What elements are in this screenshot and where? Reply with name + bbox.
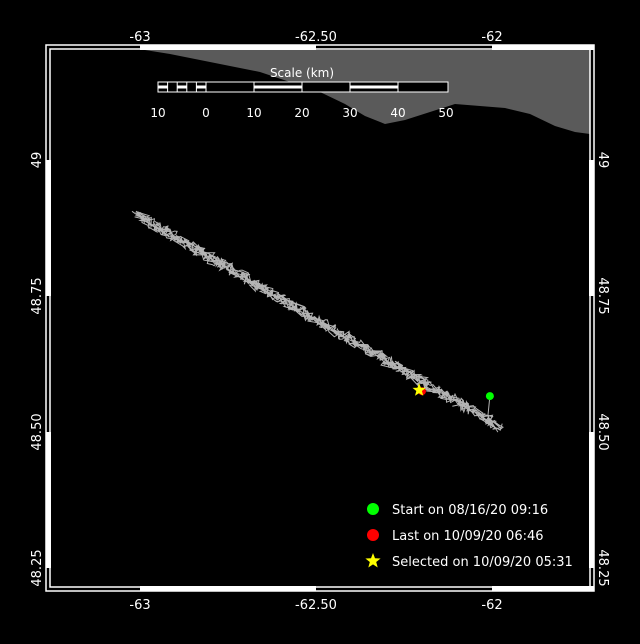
star-legend-icon — [365, 553, 381, 568]
scale-bar-fill — [177, 85, 187, 89]
scale-bar-fill — [254, 85, 302, 89]
scale-bar-fill — [350, 85, 398, 89]
y-tick-label-right: 48.25 — [595, 549, 610, 586]
legend-start-label: Start on 08/16/20 09:16 — [392, 503, 548, 518]
scale-bar-fill — [196, 85, 206, 89]
scale-bar-fill — [158, 85, 168, 89]
x-tick-label-top: -62 — [481, 30, 502, 45]
frame-segment-top — [140, 45, 316, 50]
frame-segment-left — [46, 160, 51, 296]
x-tick-label-bottom: -62 — [481, 598, 502, 613]
y-tick-label-right: 48.50 — [595, 413, 610, 450]
y-tick-label-left: 48.75 — [30, 277, 45, 314]
scale-label: 50 — [438, 106, 453, 120]
y-tick-label-left: 49 — [30, 152, 45, 169]
scale-label: 20 — [294, 106, 309, 120]
frame-segment-bottom — [140, 586, 316, 591]
y-tick-label-left: 48.50 — [30, 413, 45, 450]
legend: Start on 08/16/20 09:16 Last on 10/09/20… — [365, 503, 573, 570]
scale-bar: Scale (km) 10 0 10 20 30 40 50 — [150, 66, 453, 120]
scale-label: 10 — [246, 106, 261, 120]
x-tick-label-bottom: -63 — [129, 598, 150, 613]
y-tick-label-right: 48.75 — [595, 277, 610, 314]
track-segment — [487, 396, 499, 433]
scale-label: 40 — [390, 106, 405, 120]
frame-segment-top — [492, 45, 594, 50]
last-legend-icon — [367, 529, 379, 541]
legend-last-label: Last on 10/09/20 06:46 — [392, 529, 544, 544]
frame-segment-right — [589, 432, 594, 568]
y-tick-label-left: 48.25 — [30, 549, 45, 586]
axis-labels: -63 -62.50 -62 -63 -62.50 -62 49 49 48.75 4… — [30, 30, 610, 613]
track-segment — [137, 211, 502, 430]
scale-label: 10 — [150, 106, 165, 120]
legend-selected-label: Selected on 10/09/20 05:31 — [392, 555, 573, 570]
selected-star-marker[interactable] — [412, 383, 426, 396]
frame-segment-right — [589, 160, 594, 296]
scale-label: 0 — [202, 106, 210, 120]
frame-inner — [49, 48, 591, 588]
scale-title: Scale (km) — [270, 66, 334, 80]
frame-segment-bottom — [492, 586, 594, 591]
x-tick-label-top: -62.50 — [295, 30, 337, 45]
start-legend-icon — [367, 503, 379, 515]
frame-segment-left — [46, 432, 51, 568]
drift-track — [131, 210, 504, 433]
x-tick-label-top: -63 — [129, 30, 150, 45]
start-marker[interactable] — [485, 392, 494, 401]
scale-label: 30 — [342, 106, 357, 120]
map-frame — [45, 44, 595, 592]
x-tick-label-bottom: -62.50 — [295, 598, 337, 613]
y-tick-label-right: 49 — [595, 152, 610, 169]
frame-outer — [45, 44, 595, 592]
